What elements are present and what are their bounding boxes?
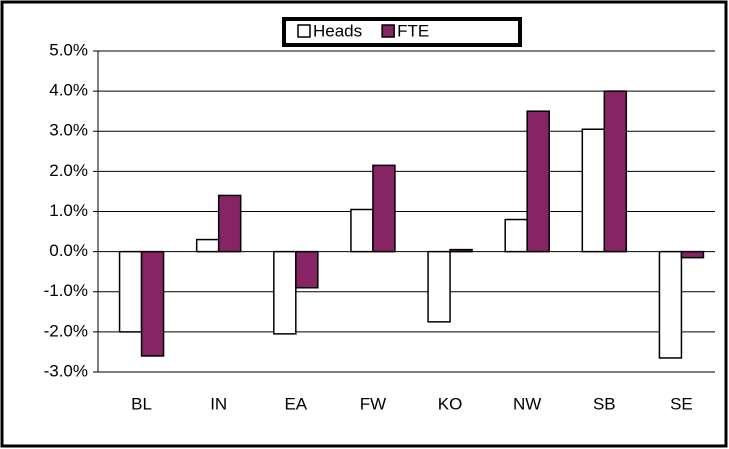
- bar: [581, 128, 606, 253]
- bar: [526, 110, 550, 253]
- bar: [195, 238, 220, 253]
- bar: [427, 250, 451, 323]
- x-tick-label: SE: [670, 394, 693, 413]
- y-tick-label: -2.0%: [44, 321, 88, 340]
- bar: [273, 250, 297, 335]
- bar: [118, 250, 143, 333]
- y-tick-label: 1.0%: [49, 201, 88, 220]
- bar: [217, 194, 242, 253]
- bar: [680, 250, 705, 259]
- x-tick-label: FW: [360, 394, 386, 413]
- y-tick-label: 5.0%: [49, 40, 88, 59]
- x-tick-label: IN: [210, 394, 227, 413]
- legend-swatch: [381, 24, 395, 38]
- y-tick-label: 4.0%: [49, 81, 88, 100]
- y-tick-label: 3.0%: [49, 121, 88, 140]
- x-tick-label: KO: [438, 394, 463, 413]
- bar: [449, 248, 473, 253]
- y-tick-label: 2.0%: [49, 161, 88, 180]
- bar: [603, 90, 628, 253]
- legend-swatch: [297, 24, 311, 38]
- bar: [295, 250, 319, 289]
- bar: [140, 250, 165, 357]
- bar: [658, 250, 683, 359]
- bar: [350, 208, 374, 253]
- bar: [372, 164, 396, 253]
- x-tick-label: SB: [593, 394, 616, 413]
- bar: [504, 218, 528, 253]
- y-tick-label: -3.0%: [44, 361, 88, 380]
- legend-box: [282, 17, 522, 47]
- x-tick-label: BL: [131, 394, 152, 413]
- y-tick-label: -1.0%: [44, 281, 88, 300]
- legend-label: Heads: [313, 21, 362, 40]
- y-tick-label: 0.0%: [49, 241, 88, 260]
- x-tick-label: NW: [513, 394, 541, 413]
- x-tick-label: EA: [284, 394, 307, 413]
- legend-label: FTE: [397, 21, 429, 40]
